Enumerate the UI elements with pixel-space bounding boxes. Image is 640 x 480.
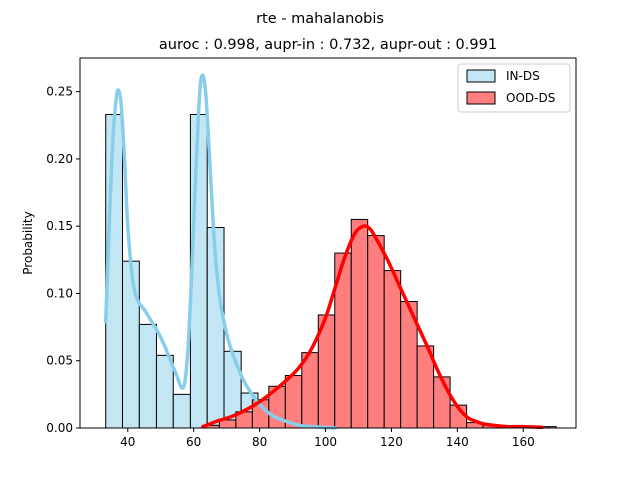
x-tick-label: 120 <box>380 435 403 449</box>
kde-curves <box>103 73 544 430</box>
ood-ds-bar <box>383 270 402 429</box>
legend-swatch-ood-ds <box>466 91 496 105</box>
x-tick-label: 140 <box>446 435 469 449</box>
in-ds-bar <box>122 260 140 429</box>
plot-area <box>103 73 557 430</box>
x-tick-label: 60 <box>186 435 201 449</box>
legend-label-in-ds: IN-DS <box>506 69 540 83</box>
ood-ds-bar <box>433 376 451 429</box>
y-tick-label: 0.25 <box>46 85 73 99</box>
y-tick-label: 0.10 <box>46 286 73 300</box>
in-ds-bar <box>155 354 174 429</box>
legend-swatch-in-ds <box>466 69 496 83</box>
x-tick-label: 40 <box>120 435 135 449</box>
chart-subtitle: auroc : 0.998, aupr-in : 0.732, aupr-out… <box>159 37 497 53</box>
legend-label-ood-ds: OOD-DS <box>506 91 555 105</box>
in-ds-bar <box>172 393 191 429</box>
y-tick-label: 0.05 <box>46 354 73 368</box>
y-axis-ticks: 0.00 0.05 0.10 0.15 0.20 0.25 <box>46 85 80 435</box>
legend: IN-DS OOD-DS <box>457 63 571 113</box>
x-tick-label: 80 <box>252 435 267 449</box>
y-axis-label: Probability <box>21 211 35 274</box>
ood-ds-bars <box>202 218 557 429</box>
y-tick-label: 0.00 <box>46 421 73 435</box>
x-tick-label: 100 <box>314 435 337 449</box>
x-tick-label: 160 <box>512 435 535 449</box>
y-tick-label: 0.15 <box>46 219 73 233</box>
ood-ds-bar <box>350 218 369 429</box>
axes-frame <box>79 57 577 429</box>
in-ds-bar <box>138 323 157 429</box>
ood-ds-bar <box>301 352 319 429</box>
x-axis-ticks: 40 60 80 100 120 140 160 <box>120 428 535 449</box>
y-tick-label: 0.20 <box>46 152 73 166</box>
ood-ds-bar <box>367 235 385 429</box>
in-ds-kde-line <box>103 73 338 430</box>
in-ds-bars <box>105 114 293 429</box>
chart-title: rte - mahalanobis <box>256 11 384 27</box>
ood-ds-kde-line <box>201 224 544 430</box>
